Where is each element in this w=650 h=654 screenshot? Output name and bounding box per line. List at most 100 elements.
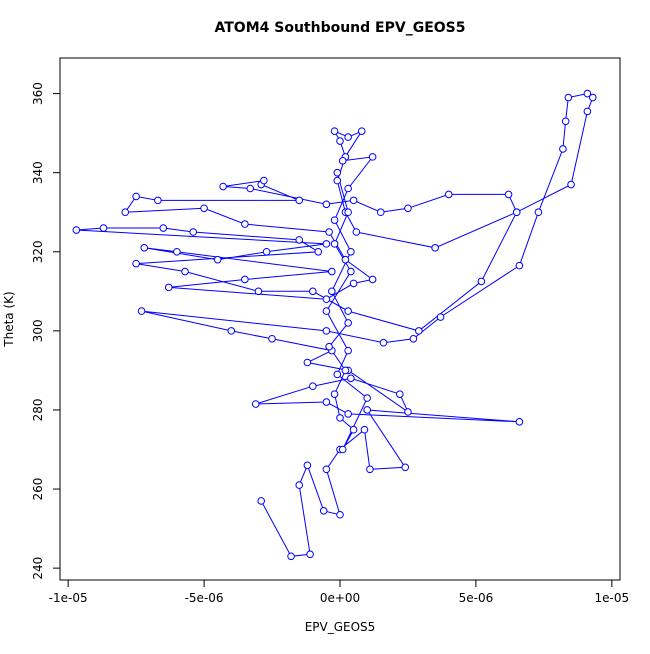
y-tick-label: 360 [31, 82, 45, 105]
data-point [262, 247, 271, 256]
data-point [515, 418, 524, 426]
data-point [344, 133, 352, 141]
data-point [322, 398, 331, 406]
data-point [322, 307, 331, 315]
data-point [347, 267, 355, 276]
x-tick-label: 5e-06 [459, 591, 494, 605]
data-point [328, 287, 336, 296]
data-point [333, 370, 342, 379]
data-point [431, 244, 439, 252]
data-point [164, 283, 173, 292]
data-point [330, 240, 339, 248]
data-point [241, 220, 249, 228]
data-point [309, 382, 317, 391]
data-point [306, 550, 314, 559]
data-point [173, 247, 181, 256]
data-point [349, 196, 358, 205]
data-point [360, 425, 369, 434]
data-point [227, 327, 236, 335]
data-point [99, 224, 108, 232]
data-point [330, 127, 339, 135]
data-point [368, 275, 377, 284]
data-point [347, 247, 355, 256]
x-axis-title: EPV_GEOS5 [305, 620, 376, 634]
data-point [409, 334, 418, 343]
data-point [121, 208, 130, 217]
y-tick-label: 320 [31, 240, 45, 263]
y-tick-label: 300 [31, 319, 45, 342]
data-point [396, 390, 404, 398]
data-point [241, 275, 249, 284]
data-point [322, 240, 331, 248]
data-point [330, 390, 339, 398]
data-point [366, 465, 374, 474]
x-tick-label: 1e-05 [595, 591, 630, 605]
data-point [344, 346, 352, 355]
data-point [344, 208, 352, 217]
data-point [303, 461, 312, 470]
x-tick-label: -5e-06 [185, 591, 224, 605]
data-point [140, 244, 149, 252]
data-point [189, 228, 198, 236]
data-point [254, 287, 263, 296]
data-point [336, 137, 344, 145]
y-tick-label: 240 [31, 557, 45, 580]
data-point [349, 279, 358, 288]
data-point [583, 107, 592, 116]
data-point [436, 313, 445, 321]
data-point [477, 277, 486, 286]
data-point [352, 228, 361, 236]
data-point [368, 153, 377, 161]
data-point [347, 374, 355, 383]
data-point [349, 425, 358, 434]
data-point [341, 255, 350, 264]
data-point [137, 307, 146, 315]
data-point [363, 406, 371, 414]
data-point [287, 552, 295, 561]
data-point [159, 224, 168, 232]
data-point [322, 200, 331, 209]
data-point [512, 208, 521, 217]
data-point [589, 93, 597, 102]
data-point [268, 334, 276, 343]
data-point [257, 497, 265, 505]
data-point [583, 89, 592, 98]
data-point [325, 342, 333, 351]
data-point [559, 145, 567, 153]
data-point [314, 247, 323, 256]
data-line [76, 93, 594, 557]
data-point [328, 267, 336, 276]
data-point [319, 506, 328, 515]
data-point [376, 208, 385, 217]
data-point [404, 408, 412, 416]
data-point [132, 192, 140, 201]
data-point [260, 176, 268, 185]
data-point [344, 307, 352, 315]
data-point [213, 255, 222, 264]
data-point [251, 400, 260, 408]
data-point [246, 184, 255, 193]
data-point [181, 267, 189, 276]
data-point [415, 327, 423, 335]
data-point [338, 445, 347, 454]
x-tick-label: 0e+00 [320, 591, 360, 605]
data-point [219, 182, 227, 191]
data-point [154, 196, 162, 205]
data-point [303, 358, 312, 367]
data-point [295, 196, 304, 205]
data-point [504, 190, 513, 199]
data-point [309, 287, 317, 296]
data-point [344, 319, 352, 327]
data-point [132, 259, 140, 268]
data-point [534, 208, 543, 217]
data-point [344, 184, 352, 193]
y-tick-label: 340 [31, 161, 45, 184]
data-point [72, 226, 81, 234]
x-tick-label: -1e-05 [49, 591, 88, 605]
data-point [357, 127, 366, 135]
data-point [379, 338, 388, 347]
data-point [322, 465, 331, 474]
data-point [325, 228, 333, 236]
